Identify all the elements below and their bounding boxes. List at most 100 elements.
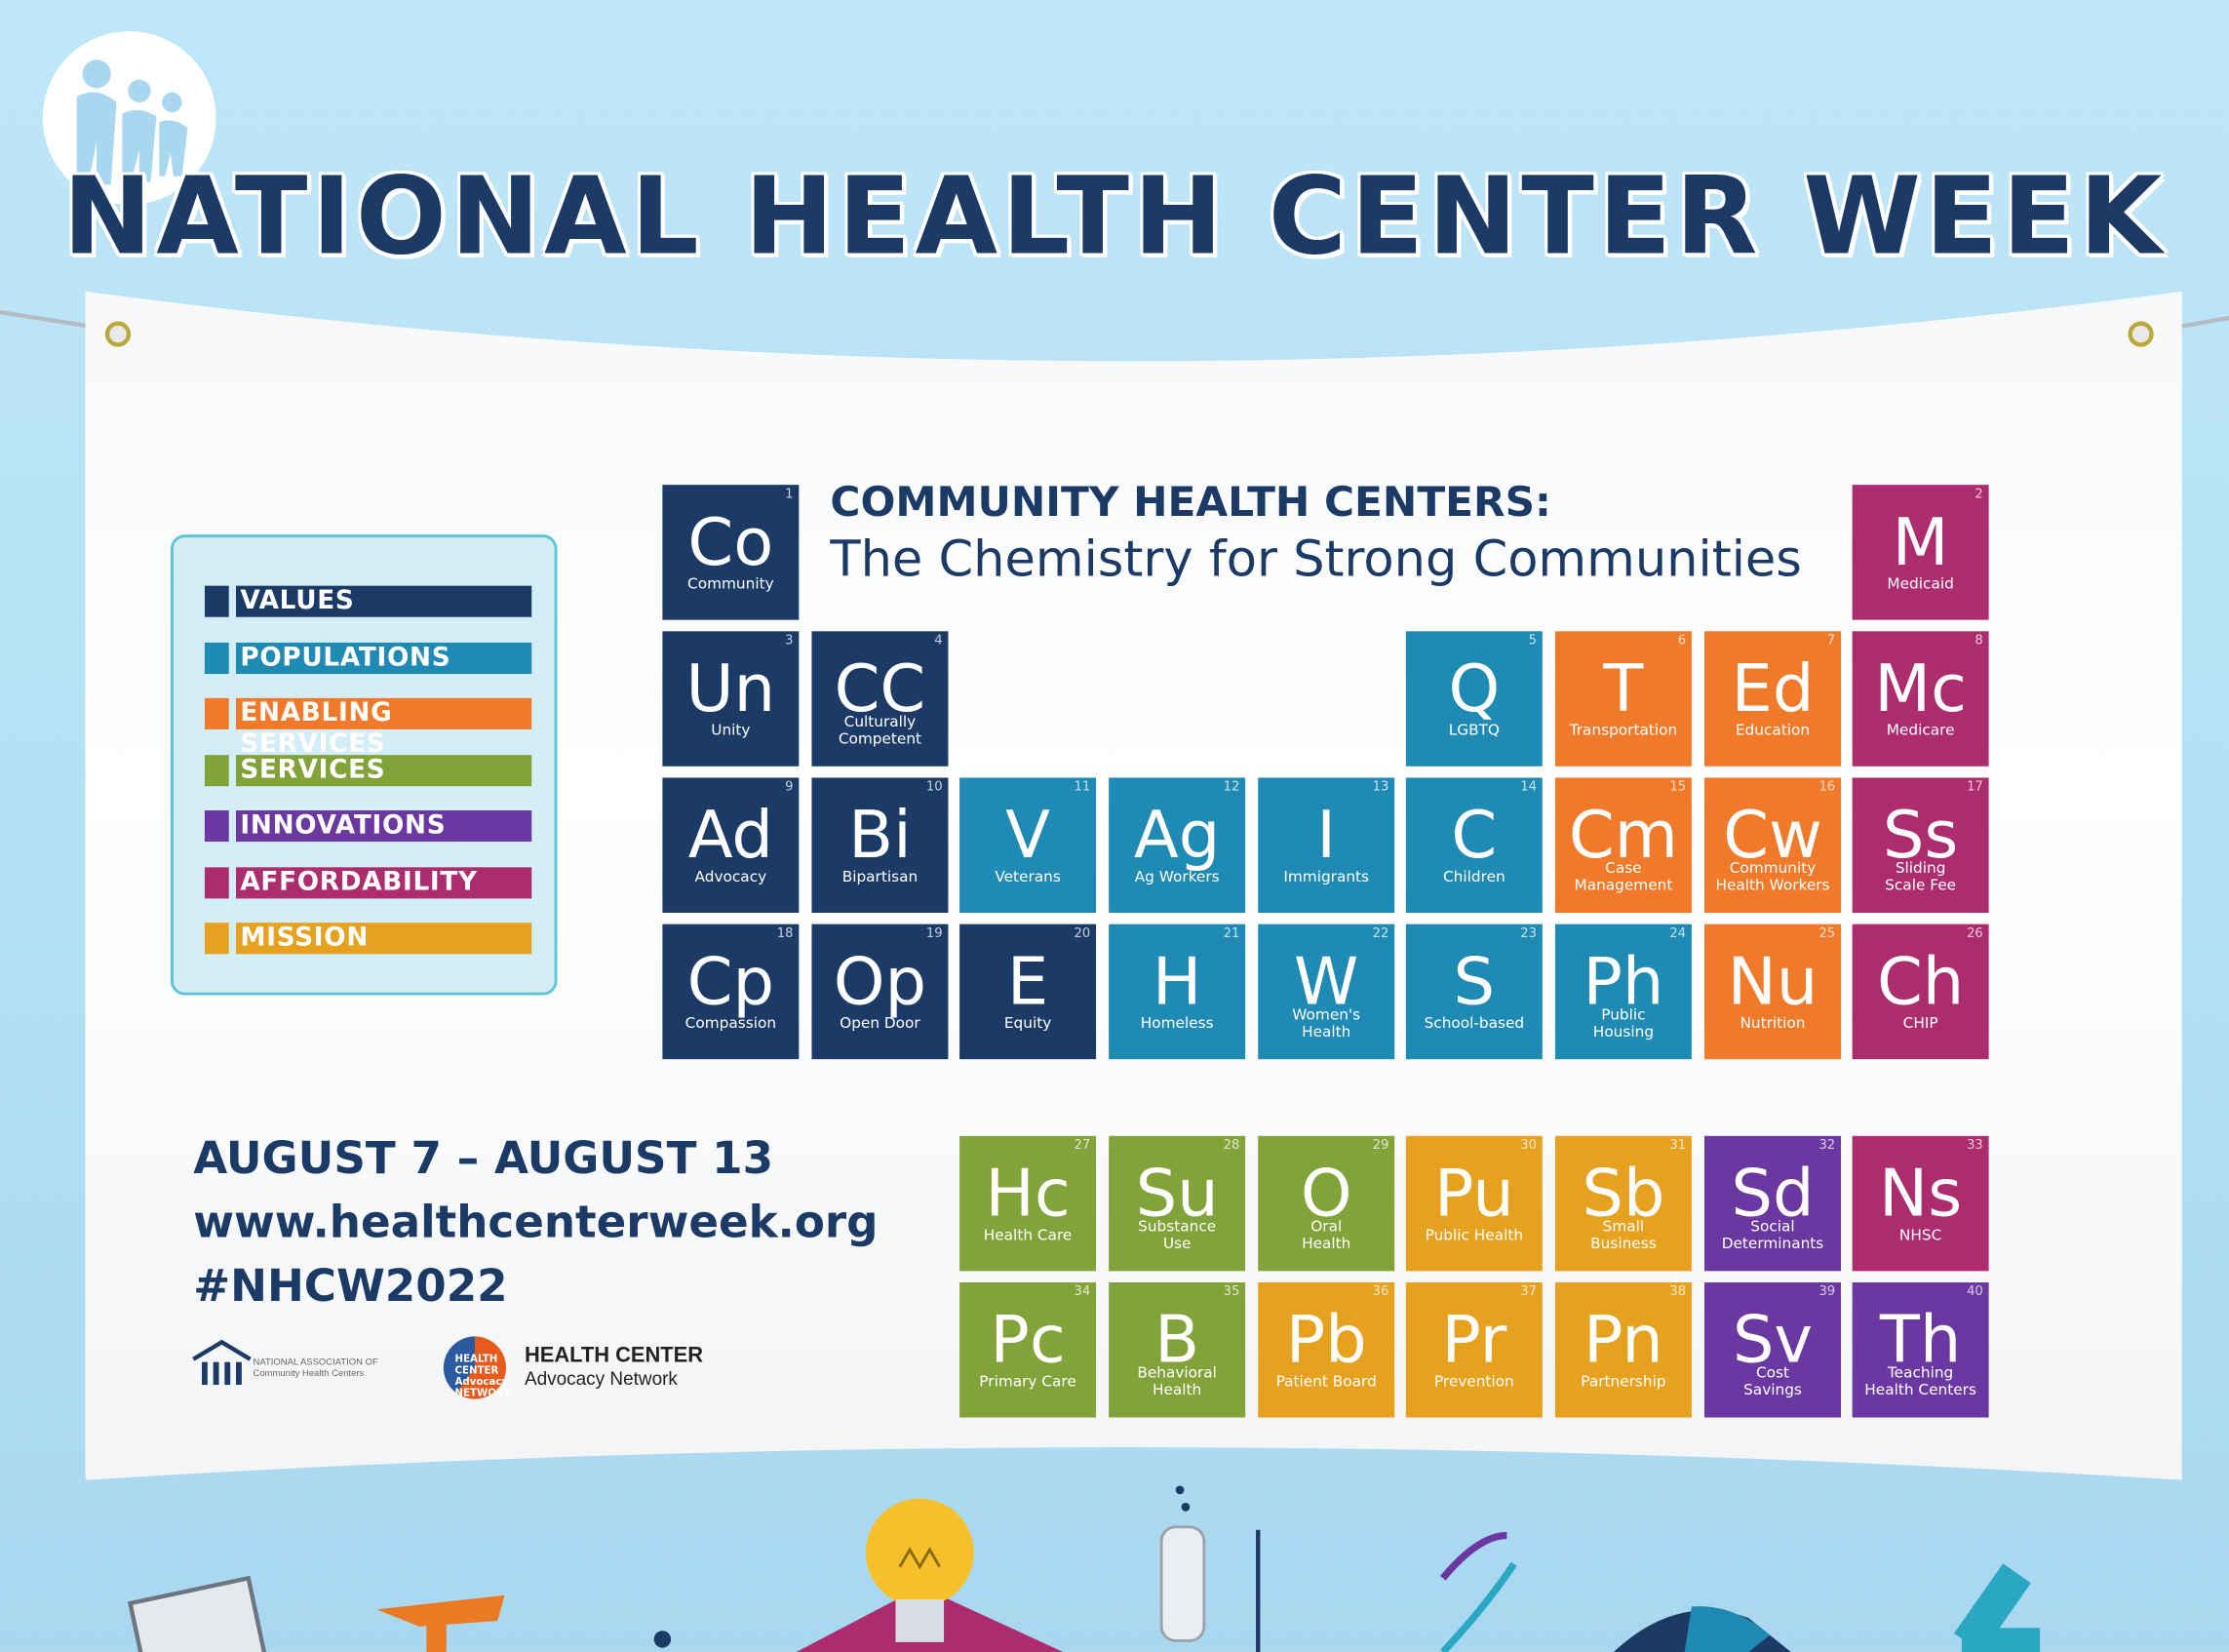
element-number: 31 (1669, 1138, 1687, 1154)
element-symbol: C (1451, 796, 1498, 874)
element-tile-pu: 30 Pu Public Health (1405, 1135, 1543, 1272)
element-symbol: S (1453, 942, 1496, 1020)
element-word: CHIP (1902, 1014, 1938, 1033)
element-symbol: Cm (1568, 796, 1679, 874)
element-tile-ss: 17 Ss Sliding Scale Fee (1852, 777, 1989, 913)
element-symbol: Pb (1285, 1300, 1367, 1378)
legend-item: AFFORDABILITY (204, 866, 532, 898)
event-url[interactable]: www.healthcenterweek.org (193, 1197, 879, 1249)
element-number: 26 (1967, 926, 1983, 942)
element-number: 7 (1826, 634, 1836, 649)
element-tile-ed: 7 Ed Education (1704, 631, 1841, 767)
element-word: Medicaid (1887, 575, 1954, 593)
legend-item: ENABLING SERVICES (204, 697, 532, 760)
element-word: Patient Board (1275, 1373, 1377, 1391)
element-number: 5 (1528, 634, 1537, 649)
element-symbol: Su (1135, 1154, 1219, 1232)
element-tile-th: 40 Th Teaching Health Centers (1852, 1282, 1989, 1418)
element-tile-c: 14 C Children (1405, 777, 1543, 913)
element-number: 24 (1669, 926, 1687, 942)
element-number: 1 (785, 488, 794, 502)
legend-label: INNOVATIONS (236, 810, 532, 843)
legend-item: SERVICES (204, 754, 532, 786)
element-word: Advocacy (694, 868, 767, 886)
element-number: 33 (1967, 1138, 1983, 1154)
molecule-dot-icon (653, 1631, 672, 1648)
element-tile-b: 35 B Behavioral Health (1109, 1282, 1246, 1418)
element-number: 11 (1074, 780, 1091, 795)
element-word: Prevention (1433, 1373, 1514, 1391)
element-tile-mc: 8 Mc Medicare (1852, 631, 1989, 767)
element-word: Homeless (1140, 1014, 1214, 1033)
event-dates: AUGUST 7 – AUGUST 13 (193, 1132, 774, 1185)
legend-item: MISSION (204, 923, 532, 955)
element-tile-hc: 27 Hc Health Care (959, 1135, 1097, 1272)
microscope-icon (1954, 1563, 2041, 1652)
element-tile-sd: 32 Sd Social Determinants (1704, 1135, 1841, 1272)
element-symbol: I (1316, 796, 1337, 874)
element-symbol: Pr (1441, 1300, 1507, 1378)
element-number: 27 (1074, 1138, 1091, 1154)
element-symbol: Pu (1433, 1154, 1514, 1232)
element-word: Ag Workers (1134, 868, 1220, 886)
element-word: Equity (1003, 1014, 1052, 1033)
element-word: Nutrition (1740, 1014, 1806, 1033)
lightbulb-icon (796, 1498, 1064, 1652)
element-tile-o: 29 O Oral Health (1258, 1135, 1395, 1272)
nhcw-logo (42, 31, 216, 205)
element-word: Community Health Workers (1715, 860, 1830, 895)
element-symbol: Th (1879, 1300, 1962, 1378)
element-symbol: Ag (1133, 796, 1221, 874)
element-number: 35 (1223, 1284, 1240, 1300)
event-hashtag: #NHCW2022 (193, 1261, 508, 1313)
element-word: Unity (711, 722, 751, 740)
page-title: NATIONAL HEALTH CENTER WEEK (62, 153, 2167, 279)
element-word: Oral Health (1302, 1218, 1351, 1253)
element-number: 19 (925, 926, 943, 942)
element-number: 37 (1520, 1284, 1537, 1300)
pestle-icon (376, 1594, 505, 1652)
element-number: 14 (1520, 780, 1537, 795)
element-symbol: Co (687, 503, 774, 580)
legend-swatch (204, 754, 229, 786)
hcan-logo-icon: HEALTH CENTER Advocacy NETWORK (443, 1336, 512, 1399)
element-symbol: Ed (1731, 649, 1815, 727)
element-word: Partnership (1581, 1373, 1666, 1391)
subtitle-heading: COMMUNITY HEALTH CENTERS: (830, 477, 1551, 527)
element-symbol: Un (685, 649, 776, 727)
element-symbol: Q (1448, 649, 1501, 727)
test-tube-icon (1159, 1485, 1261, 1652)
element-tile-v: 11 V Veterans (959, 777, 1097, 913)
element-word: Primary Care (979, 1373, 1076, 1391)
element-word: Medicare (1886, 722, 1955, 740)
element-word: Bipartisan (841, 868, 919, 886)
element-word: Health Care (983, 1227, 1073, 1244)
element-word: Substance Use (1138, 1218, 1217, 1253)
element-number: 16 (1818, 780, 1836, 795)
element-number: 39 (1818, 1284, 1836, 1300)
element-tile-co: 1 Co Community (662, 485, 800, 620)
element-symbol: Ph (1583, 942, 1664, 1020)
element-number: 20 (1074, 926, 1091, 942)
element-number: 21 (1223, 926, 1240, 942)
legend-label: SERVICES (236, 754, 532, 786)
element-symbol: Mc (1874, 649, 1967, 727)
element-number: 30 (1520, 1138, 1537, 1154)
element-word: Public Housing (1592, 1006, 1655, 1042)
element-symbol: Ss (1882, 796, 1959, 874)
element-number: 3 (785, 634, 794, 649)
element-number: 10 (925, 780, 943, 795)
laptop-icon (127, 1575, 269, 1652)
element-tile-ch: 26 Ch CHIP (1852, 924, 1989, 1060)
element-word: Open Door (840, 1014, 920, 1033)
element-symbol: Cp (686, 942, 775, 1020)
legend-item: VALUES (204, 585, 532, 617)
element-word: School-based (1424, 1014, 1525, 1033)
element-symbol: Ad (687, 796, 773, 874)
nachc-line1: NATIONAL ASSOCIATION OF (253, 1357, 378, 1368)
element-symbol: Ns (1879, 1154, 1963, 1232)
element-word: Culturally Competent (838, 713, 922, 748)
grommet-right (2128, 321, 2154, 347)
legend-swatch (204, 866, 229, 898)
legend: VALUES POPULATIONS ENABLING SERVICES SERVIC… (170, 534, 558, 996)
